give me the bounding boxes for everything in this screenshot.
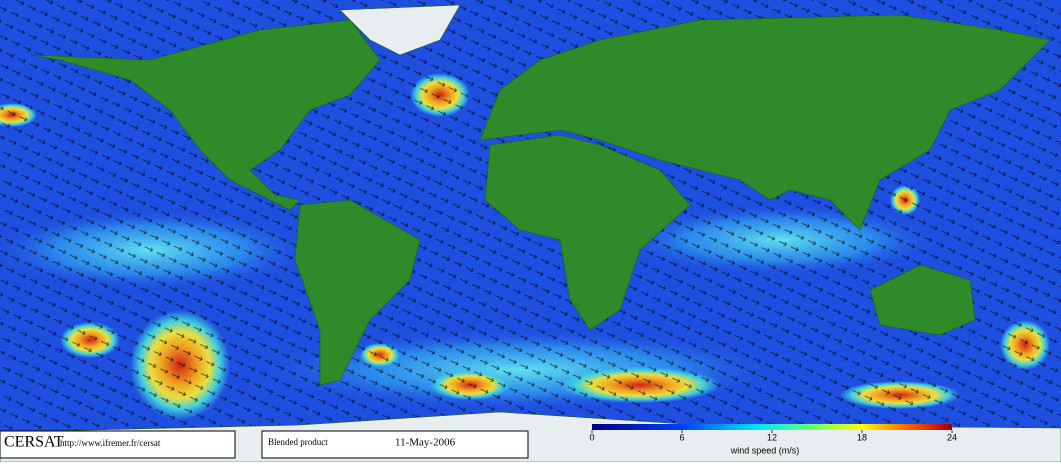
land bbox=[0, 4, 1061, 463]
footer: CERSAT http://www.ifremer.fr/cersat Blen… bbox=[0, 430, 529, 459]
colorbar-tick-label: 18 bbox=[857, 432, 867, 442]
logo-box bbox=[0, 430, 236, 459]
colorbar-tick-label: 0 bbox=[589, 432, 594, 442]
colorbar-label: wind speed (m/s) bbox=[730, 445, 800, 455]
url: http://www.ifremer.fr/cersat bbox=[60, 438, 161, 448]
product-box bbox=[261, 430, 529, 459]
colorbar-ramp bbox=[592, 424, 952, 430]
date: 11-May-2006 bbox=[395, 437, 456, 449]
colorbar-tick-label: 6 bbox=[679, 432, 684, 442]
colorbar-tick-label: 12 bbox=[767, 432, 777, 442]
colorbar: wind speed (m/s) 0 6 12 18 24 bbox=[589, 424, 957, 455]
colorbar-tick-label: 24 bbox=[947, 432, 957, 442]
logo: CERSAT bbox=[4, 434, 64, 451]
product: Blended product bbox=[268, 437, 328, 447]
